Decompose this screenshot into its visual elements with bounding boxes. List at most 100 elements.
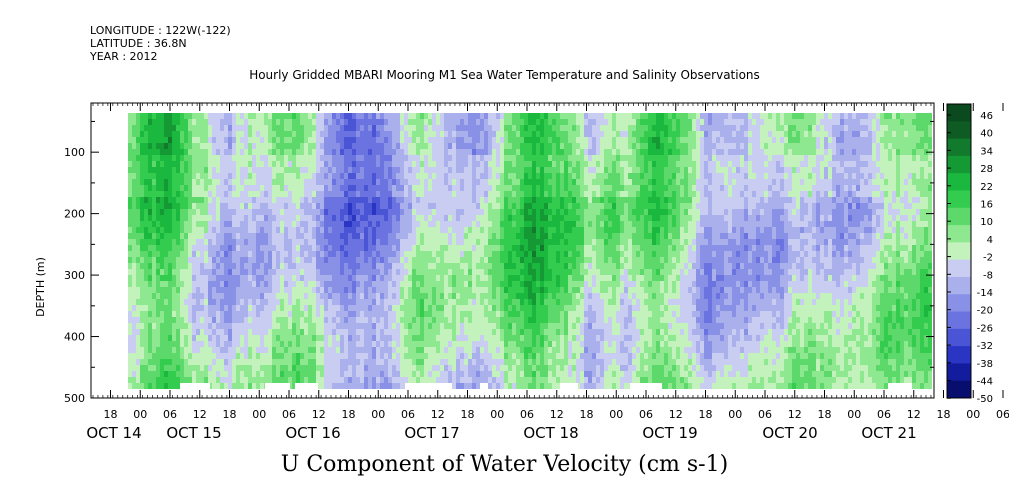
heatmap-cell <box>476 329 481 336</box>
heatmap-cell <box>268 185 273 192</box>
heatmap-cell <box>280 221 285 228</box>
heatmap-cell <box>540 185 545 192</box>
heatmap-cell <box>396 323 401 330</box>
heatmap-cell <box>384 365 389 372</box>
heatmap-cell <box>160 305 165 312</box>
heatmap-cell <box>172 197 177 204</box>
heatmap-cell <box>228 323 233 330</box>
heatmap-cell <box>544 143 549 150</box>
heatmap-cell <box>276 323 281 330</box>
heatmap-cell <box>252 167 257 174</box>
heatmap-cell <box>484 281 489 288</box>
heatmap-cell <box>464 143 469 150</box>
heatmap-cell <box>164 215 169 222</box>
heatmap-cell <box>412 149 417 156</box>
heatmap-cell <box>176 119 181 126</box>
heatmap-cell <box>212 269 217 276</box>
heatmap-cell <box>212 335 217 342</box>
heatmap-cell <box>296 131 301 138</box>
heatmap-cell <box>456 215 461 222</box>
heatmap-cell <box>296 173 301 180</box>
heatmap-cell <box>268 215 273 222</box>
heatmap-cell <box>244 371 249 378</box>
heatmap-cell <box>296 251 301 258</box>
heatmap-cell <box>216 287 221 294</box>
heatmap-cell <box>556 209 561 216</box>
heatmap-cell <box>436 167 441 174</box>
heatmap-cell <box>240 317 245 324</box>
heatmap-cell <box>444 179 449 186</box>
heatmap-cell <box>376 359 381 366</box>
heatmap-cell <box>388 365 393 372</box>
heatmap-cell <box>132 197 137 204</box>
heatmap-cell <box>532 257 537 264</box>
heatmap-cell <box>420 299 425 306</box>
heatmap-cell <box>332 215 337 222</box>
heatmap-cell <box>552 161 557 168</box>
heatmap-cell <box>256 131 261 138</box>
heatmap-cell <box>416 365 421 372</box>
heatmap-cell <box>508 371 513 378</box>
heatmap-cell <box>532 383 537 389</box>
heatmap-cell <box>356 233 361 240</box>
heatmap-cell <box>508 203 513 210</box>
heatmap-cell <box>132 155 137 162</box>
heatmap-cell <box>128 239 133 246</box>
heatmap-cell <box>304 215 309 222</box>
heatmap-cell <box>200 191 205 198</box>
heatmap-cell <box>180 233 185 240</box>
heatmap-cell <box>184 161 189 168</box>
heatmap-cell <box>412 305 417 312</box>
heatmap-cell <box>452 353 457 360</box>
heatmap-cell <box>236 227 241 234</box>
heatmap-cell <box>448 359 453 366</box>
heatmap-cell <box>552 143 557 150</box>
heatmap-cell <box>336 227 341 234</box>
heatmap-cell <box>252 197 257 204</box>
heatmap-cell <box>520 197 525 204</box>
heatmap-cell <box>420 125 425 132</box>
heatmap-cell <box>368 269 373 276</box>
heatmap-cell <box>392 161 397 168</box>
heatmap-cell <box>512 341 517 348</box>
heatmap-cell <box>536 137 541 144</box>
heatmap-cell <box>540 251 545 258</box>
heatmap-cell <box>292 299 297 306</box>
heatmap-cell <box>304 359 309 366</box>
heatmap-cell <box>380 269 385 276</box>
heatmap-cell <box>500 227 505 234</box>
heatmap-cell <box>364 233 369 240</box>
heatmap-cell <box>292 209 297 216</box>
heatmap-cell <box>548 137 553 144</box>
heatmap-cell <box>456 227 461 234</box>
heatmap-cell <box>232 167 237 174</box>
heatmap-cell <box>504 311 509 318</box>
heatmap-cell <box>388 287 393 294</box>
heatmap-cell <box>128 371 133 378</box>
heatmap-cell <box>384 179 389 186</box>
heatmap-cell <box>516 137 521 144</box>
heatmap-cell <box>372 149 377 156</box>
heatmap-cell <box>236 119 241 126</box>
heatmap-cell <box>496 185 501 192</box>
heatmap-cell <box>464 257 469 264</box>
heatmap-cell <box>352 227 357 234</box>
heatmap-cell <box>328 263 333 270</box>
heatmap-cell <box>524 377 529 384</box>
heatmap-cell <box>232 359 237 366</box>
heatmap-cell <box>440 293 445 300</box>
heatmap-cell <box>236 329 241 336</box>
heatmap-cell <box>192 281 197 288</box>
heatmap-cell <box>496 149 501 156</box>
heatmap-cell <box>452 233 457 240</box>
heatmap-cell <box>528 227 533 234</box>
heatmap-cell <box>368 365 373 372</box>
heatmap-cell <box>268 293 273 300</box>
heatmap-cell <box>440 215 445 222</box>
heatmap-cell <box>472 287 477 294</box>
heatmap-cell <box>296 233 301 240</box>
heatmap-cell <box>516 227 521 234</box>
heatmap-cell <box>432 347 437 354</box>
heatmap-cell <box>156 299 161 306</box>
heatmap-cell <box>208 347 213 354</box>
